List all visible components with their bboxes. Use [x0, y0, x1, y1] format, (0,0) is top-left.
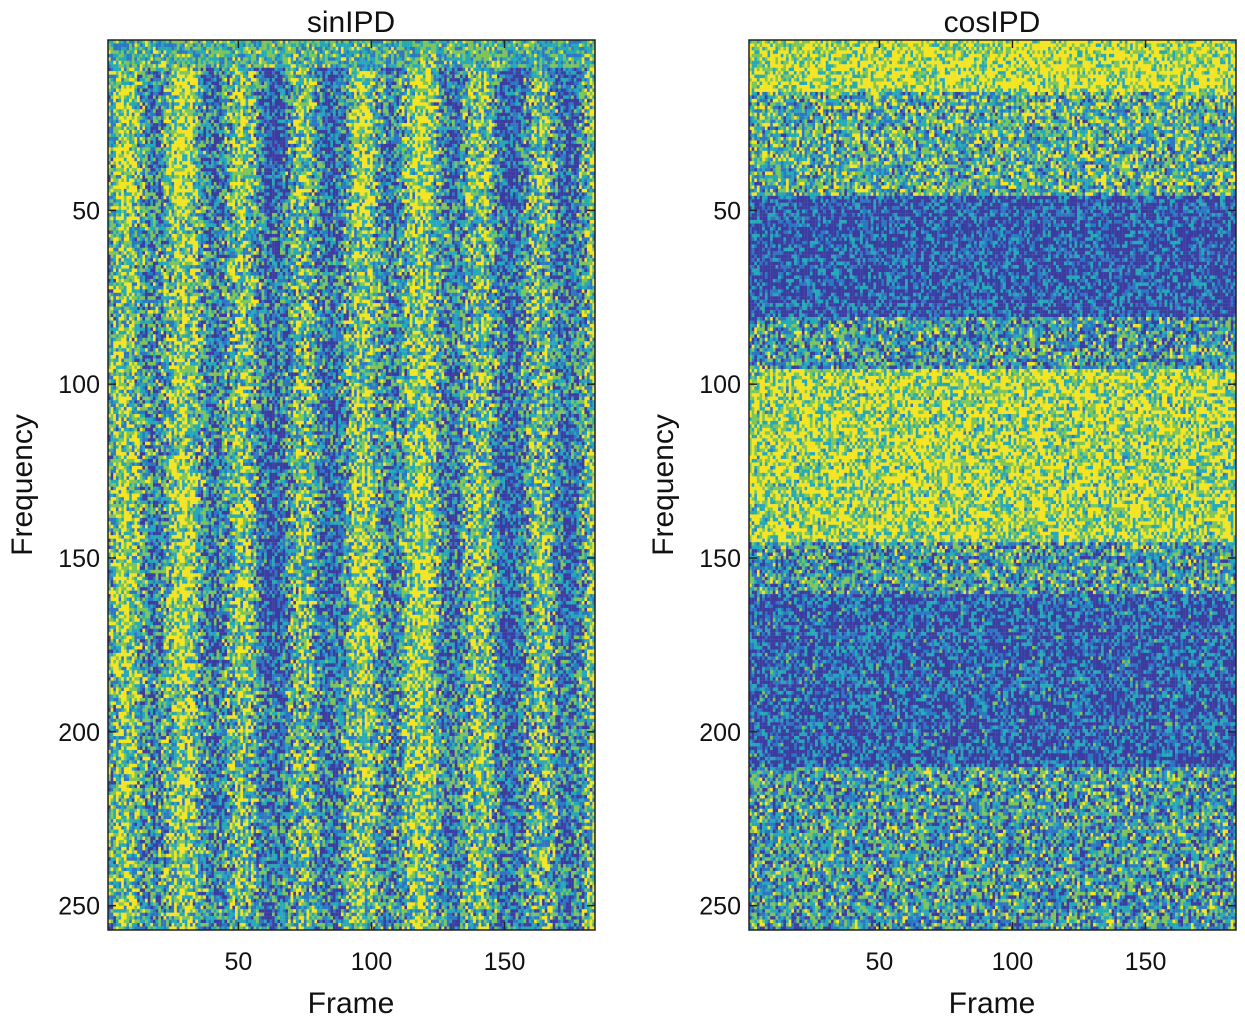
sinipd-xlabel: Frame: [308, 987, 395, 1020]
x-tick-label: 150: [1125, 948, 1167, 976]
y-tick-label: 100: [699, 371, 741, 399]
y-tick-label: 150: [699, 545, 741, 573]
sinipd-title: sinIPD: [307, 6, 395, 39]
y-tick-label: 50: [72, 197, 100, 225]
y-tick-label: 250: [58, 893, 100, 921]
y-tick-label: 200: [58, 719, 100, 747]
cosipd-panel: cosIPD 50 100 150 50 100 150 200 250 Frame Freq…: [647, 6, 1236, 1020]
y-tick-label: 100: [58, 371, 100, 399]
cosipd-ylabel: Frequency: [647, 414, 680, 556]
x-tick-label: 100: [992, 948, 1034, 976]
sinipd-panel: sinIPD 50 100 150 50 100 150 200 250 Frame Freq…: [6, 6, 595, 1020]
y-tick-label: 250: [699, 893, 741, 921]
sinipd-ylabel: Frequency: [6, 414, 39, 556]
x-tick-label: 100: [351, 948, 393, 976]
cosipd-heatmap: [749, 40, 1236, 930]
cosipd-title: cosIPD: [944, 6, 1041, 39]
x-tick-label: 150: [484, 948, 526, 976]
y-tick-label: 150: [58, 545, 100, 573]
x-tick-label: 50: [224, 948, 252, 976]
y-tick-label: 50: [713, 197, 741, 225]
x-tick-label: 50: [865, 948, 893, 976]
cosipd-xlabel: Frame: [949, 987, 1036, 1020]
sinipd-heatmap: [108, 40, 595, 930]
y-tick-label: 200: [699, 719, 741, 747]
